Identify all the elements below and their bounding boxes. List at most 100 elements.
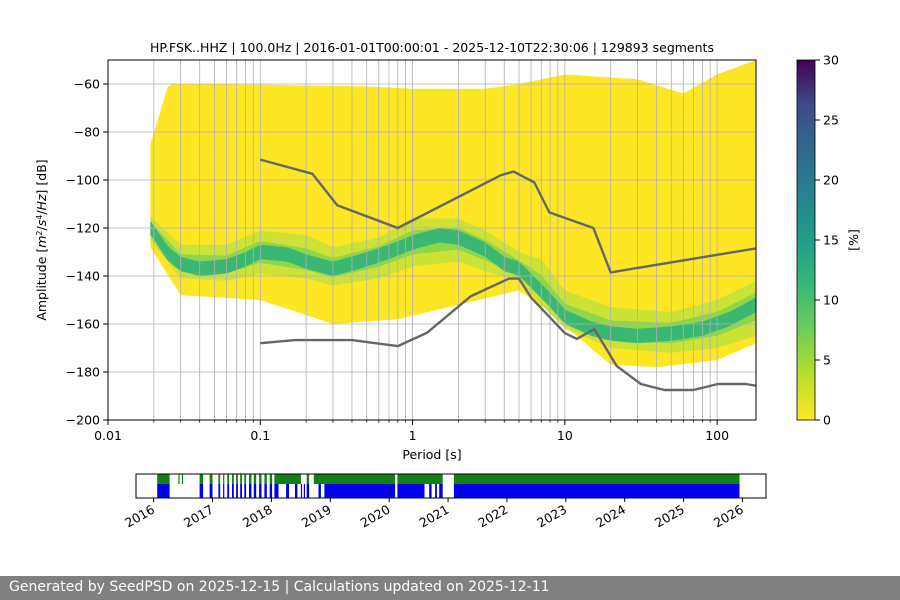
psd-mode-band: [150, 220, 756, 344]
timeline-segment-blue: [236, 484, 238, 498]
timeline-segment-green: [236, 474, 238, 484]
timeline-segment-green: [244, 474, 247, 484]
timeline-segment-green: [264, 474, 267, 484]
timeline-year-ticks: 2016 2017 2018 2019 2020 2021 2022 2023 2024 2025…: [122, 498, 746, 531]
timeline-segment-blue: [300, 484, 303, 498]
timeline-segment-green: [223, 474, 225, 484]
y-tick-label: −200: [66, 413, 100, 428]
timeline-tick-label: 2018: [240, 502, 275, 531]
colorbar: [796, 59, 816, 421]
y-tick-label: −80: [74, 125, 100, 140]
y-tick-label: −60: [74, 77, 100, 92]
x-tick-label: 10: [557, 428, 573, 443]
timeline-segment-green: [218, 474, 221, 484]
timeline-segment-green: [306, 474, 310, 484]
x-tick-label: 100: [705, 428, 729, 443]
timeline-segment-blue: [286, 484, 289, 498]
psd-envelope: [150, 60, 756, 368]
timeline-segment-blue: [227, 484, 230, 498]
colorbar-tick-label: 25: [823, 113, 839, 128]
colorbar-tick-label: 0: [823, 413, 831, 428]
timeline-segment-blue: [232, 484, 234, 498]
timeline-segment-green: [227, 474, 230, 484]
timeline-segment-blue: [453, 484, 740, 498]
timeline-segment-blue: [435, 484, 437, 498]
chart-title: HP.FSK..HHZ | 100.0Hz | 2016-01-01T00:00…: [150, 40, 714, 55]
timeline-frame: [135, 473, 767, 499]
timeline-segment-blue: [253, 484, 257, 498]
colorbar-label: [%]: [846, 229, 861, 251]
timeline-segment-blue: [439, 484, 443, 498]
y-tick-label: −120: [66, 221, 100, 236]
timeline-segment-blue: [306, 484, 310, 498]
new-low-noise-model-line: [260, 277, 756, 392]
timeline-tick-label: 2024: [593, 502, 628, 531]
timeline-segment-blue: [259, 484, 262, 498]
psd-heatmap: [150, 60, 756, 368]
x-tick-label: 1: [409, 428, 417, 443]
psd-spread-inner: [150, 222, 756, 344]
timeline-tick-label: 2025: [652, 502, 687, 531]
timeline-segment-green: [240, 474, 242, 484]
timeline-tick-label: 2021: [417, 502, 452, 531]
timeline-tick-label: 2017: [181, 502, 216, 531]
colorbar-ticks: 0 5 10 15 20 25 30: [815, 53, 839, 428]
timeline-segment-blue: [157, 484, 170, 498]
timeline-tick-label: 2016: [122, 502, 157, 531]
plot-grid: [108, 60, 756, 420]
y-axis-ticks: −200 −180 −160 −140 −120 −100 −80 −60: [66, 77, 108, 428]
timeline-segment-green: [313, 474, 396, 484]
timeline-segment-blue: [269, 484, 273, 498]
x-tick-label: 0.1: [250, 428, 270, 443]
timeline-segment-blue: [397, 484, 425, 498]
timeline-segment-blue: [318, 484, 321, 498]
timeline-segment-blue: [324, 484, 396, 498]
psd-figure: HP.FSK..HHZ | 100.0Hz | 2016-01-01T00:00…: [34, 40, 861, 531]
timeline-segment-green: [249, 474, 252, 484]
x-tick-label: 0.01: [94, 428, 122, 443]
timeline-segment-blue: [274, 484, 279, 498]
new-high-noise-model-line: [259, 158, 756, 274]
data-availability-timeline: [157, 474, 740, 498]
colorbar-tick-label: 10: [823, 293, 839, 308]
x-axis-label: Period [s]: [402, 447, 461, 462]
timeline-segment-green: [259, 474, 262, 484]
colorbar-tick-label: 20: [823, 173, 839, 188]
y-tick-label: −140: [66, 269, 100, 284]
timeline-tick-label: 2022: [475, 502, 510, 531]
timeline-segment-blue: [249, 484, 252, 498]
y-tick-label: −180: [66, 365, 100, 380]
timeline-segment-green: [181, 474, 184, 484]
timeline-segment-green: [269, 474, 273, 484]
plot-frame: [107, 59, 757, 421]
timeline-segment-blue: [303, 484, 305, 498]
y-tick-label: −160: [66, 317, 100, 332]
timeline-segment-green: [178, 474, 180, 484]
colorbar-tick-label: 30: [823, 53, 839, 68]
timeline-segment-blue: [264, 484, 267, 498]
timeline-segment-green: [453, 474, 740, 484]
timeline-tick-label: 2019: [299, 502, 334, 531]
colorbar-tick-label: 5: [823, 353, 831, 368]
footer-bar: Generated by SeedPSD on 2025-12-15 | Cal…: [0, 576, 900, 600]
timeline-tick-label: 2026: [711, 502, 746, 531]
timeline-segment-blue: [295, 484, 298, 498]
timeline-segment-green: [157, 474, 170, 484]
timeline-segment-blue: [244, 484, 247, 498]
noise-models: [259, 158, 756, 392]
timeline-tick-label: 2023: [534, 502, 569, 531]
colorbar-tick-label: 15: [823, 233, 839, 248]
timeline-tick-label: 2020: [358, 502, 393, 531]
timeline-segment-blue: [218, 484, 221, 498]
timeline-segment-blue: [429, 484, 432, 498]
footer-text: Generated by SeedPSD on 2025-12-15 | Cal…: [9, 579, 550, 595]
timeline-segment-green: [397, 474, 443, 484]
timeline-segment-blue: [223, 484, 225, 498]
timeline-segment-blue: [209, 484, 213, 498]
y-tick-label: −100: [66, 173, 100, 188]
timeline-segment-blue: [240, 484, 242, 498]
timeline-segment-green: [209, 474, 213, 484]
timeline-segment-green: [253, 474, 257, 484]
y-axis-label: Amplitude [m2/s4/Hz] [dB]: [34, 159, 49, 320]
timeline-segment-green: [232, 474, 234, 484]
